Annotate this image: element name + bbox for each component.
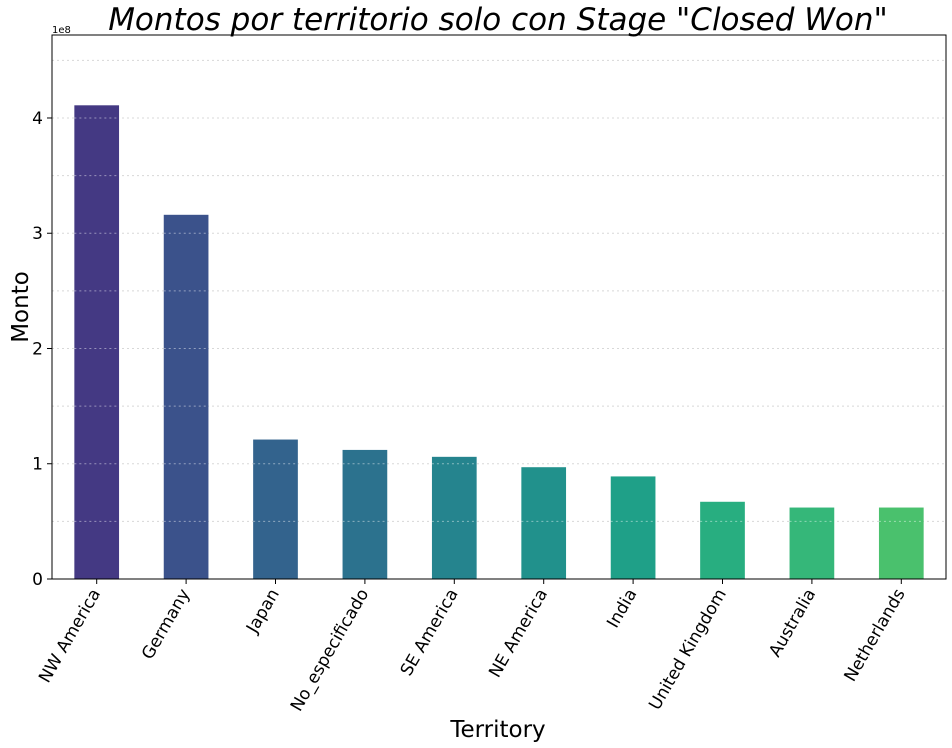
x-tick-label: Netherlands <box>840 585 909 685</box>
x-axis-label: Territory <box>449 717 545 743</box>
bar-1 <box>163 214 209 579</box>
bars <box>74 105 924 579</box>
x-tick-label: United Kingdom <box>645 586 731 714</box>
x-axis-ticks: NW America Germany Japan No_especificado SE … <box>35 579 910 715</box>
chart-title: Montos por territorio solo con Stage "Cl… <box>108 2 888 38</box>
x-tick-label: Germany <box>138 586 194 664</box>
x-tick-label: India <box>603 586 641 632</box>
x-tick-label: Japan <box>242 586 284 638</box>
y-axis-label: Monto <box>8 271 34 343</box>
x-tick-label: Australia <box>765 586 820 661</box>
x-tick-label: NE America <box>485 586 552 682</box>
bar-2 <box>253 439 298 579</box>
y-axis-ticks: 0 1 2 3 4 <box>32 109 52 590</box>
bar-5 <box>521 467 567 579</box>
bar-3 <box>342 449 388 579</box>
bar-4 <box>431 456 477 579</box>
bar-8 <box>789 507 835 579</box>
x-tick-label: NW America <box>35 586 105 687</box>
y-tick-label: 3 <box>32 224 43 244</box>
grid-lines <box>52 59 946 522</box>
y-tick-label: 0 <box>32 570 43 590</box>
plot-frame <box>51 34 947 580</box>
y-offset-label: 1e8 <box>52 25 71 36</box>
bar-0 <box>74 105 120 579</box>
y-tick-label: 2 <box>32 339 43 359</box>
y-tick-label: 4 <box>32 109 43 129</box>
x-tick-label: SE America <box>397 586 463 680</box>
bar-6 <box>610 476 656 579</box>
bar-7 <box>700 501 745 579</box>
x-tick-label: No_especificado <box>287 586 373 715</box>
y-tick-label: 1 <box>32 455 43 475</box>
bar-9 <box>878 507 924 579</box>
